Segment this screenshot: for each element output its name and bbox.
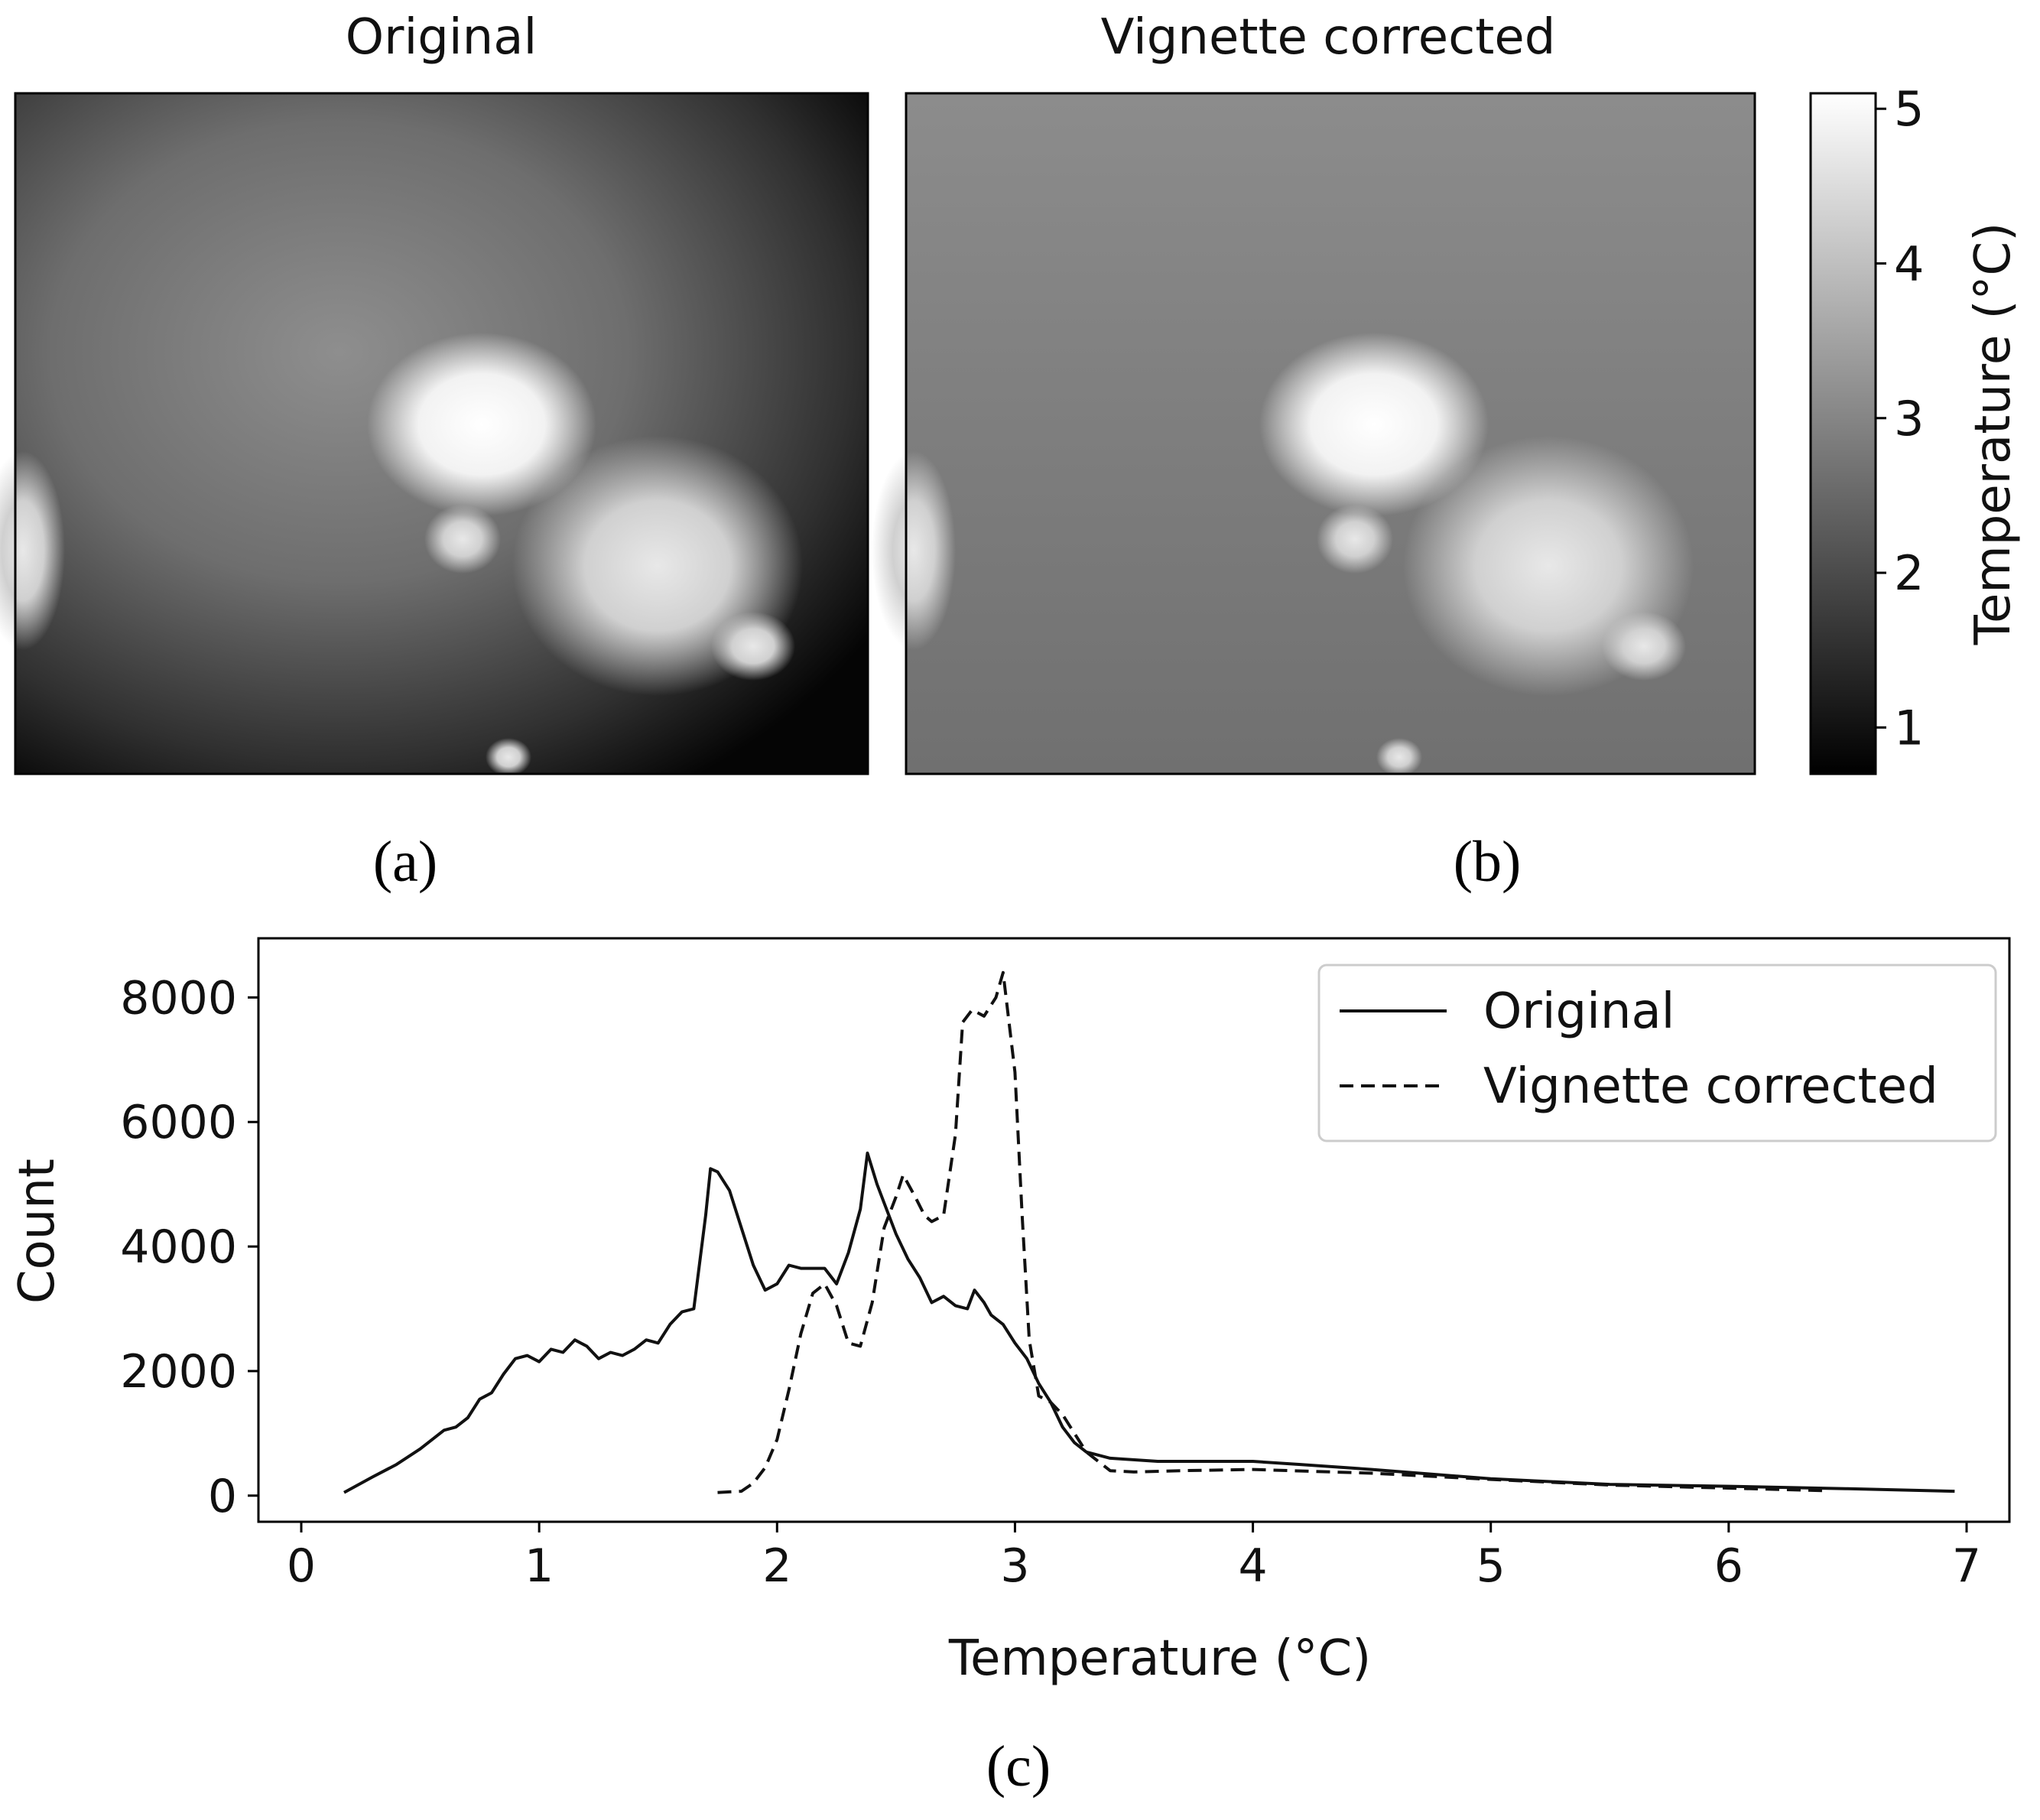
x-tick-label: 6 [1714,1539,1743,1593]
colorbar: 1 2 3 4 5 Temperature (°C) [1809,81,2022,775]
y-tick-label: 0 [208,1470,237,1523]
panel-a-image [0,92,869,776]
panel-c-xlabel: Temperature (°C) [948,1630,1371,1687]
series-line-vignette-corrected [717,970,1824,1494]
colorbar-tick-label: 1 [1894,700,1924,756]
panel-a: Original (a) [0,9,869,894]
colorbar-tick-label: 4 [1894,236,1924,292]
x-tick-label: 0 [287,1539,316,1593]
x-tick-label: 7 [1952,1539,1981,1593]
y-tick-label: 4000 [120,1220,237,1274]
series-line-original [343,1151,1955,1494]
y-tick-label: 6000 [120,1096,237,1149]
panel-b-label: (b) [1454,830,1522,894]
panel-b-image [872,92,1756,776]
plot-frame [257,937,2011,1523]
panel-c-axes: 0 1 2 3 4 5 6 7 0 2000 4000 6000 8000 [120,937,2011,1593]
panel-c: 0 1 2 3 4 5 6 7 0 2000 4000 6000 8000 Original Vignet… [9,937,2011,1799]
panel-c-legend: Original Vignette corrected [1317,964,1997,1142]
colorbar-tick-label: 5 [1894,81,1924,137]
colorbar-ticks: 1 2 3 4 5 [1876,81,1924,756]
x-tick-label: 4 [1238,1539,1267,1593]
colorbar-tick-label: 2 [1894,545,1924,601]
panel-b: Vignette corrected (b) [872,9,1756,894]
x-tick-label: 1 [525,1539,554,1593]
colorbar-label: Temperature (°C) [1965,223,2022,645]
legend-entry-label: Vignette corrected [1483,1058,1938,1115]
panel-a-label: (a) [373,830,437,894]
y-tick-label: 2000 [120,1345,237,1399]
x-tick-label: 5 [1476,1539,1506,1593]
legend-box [1317,964,1997,1142]
legend-entry-label: Original [1483,983,1675,1040]
colorbar-gradient [1809,92,1877,775]
panel-c-ylabel: Count [9,1159,66,1304]
colorbar-tick-label: 3 [1894,391,1924,447]
panel-c-label: (c) [986,1734,1051,1799]
panel-a-title: Original [346,9,537,66]
panel-c-series [343,970,1955,1494]
y-tick-label: 8000 [120,971,237,1025]
x-tick-label: 3 [1000,1539,1029,1593]
panel-b-title: Vignette corrected [1101,9,1556,66]
x-tick-label: 2 [762,1539,791,1593]
